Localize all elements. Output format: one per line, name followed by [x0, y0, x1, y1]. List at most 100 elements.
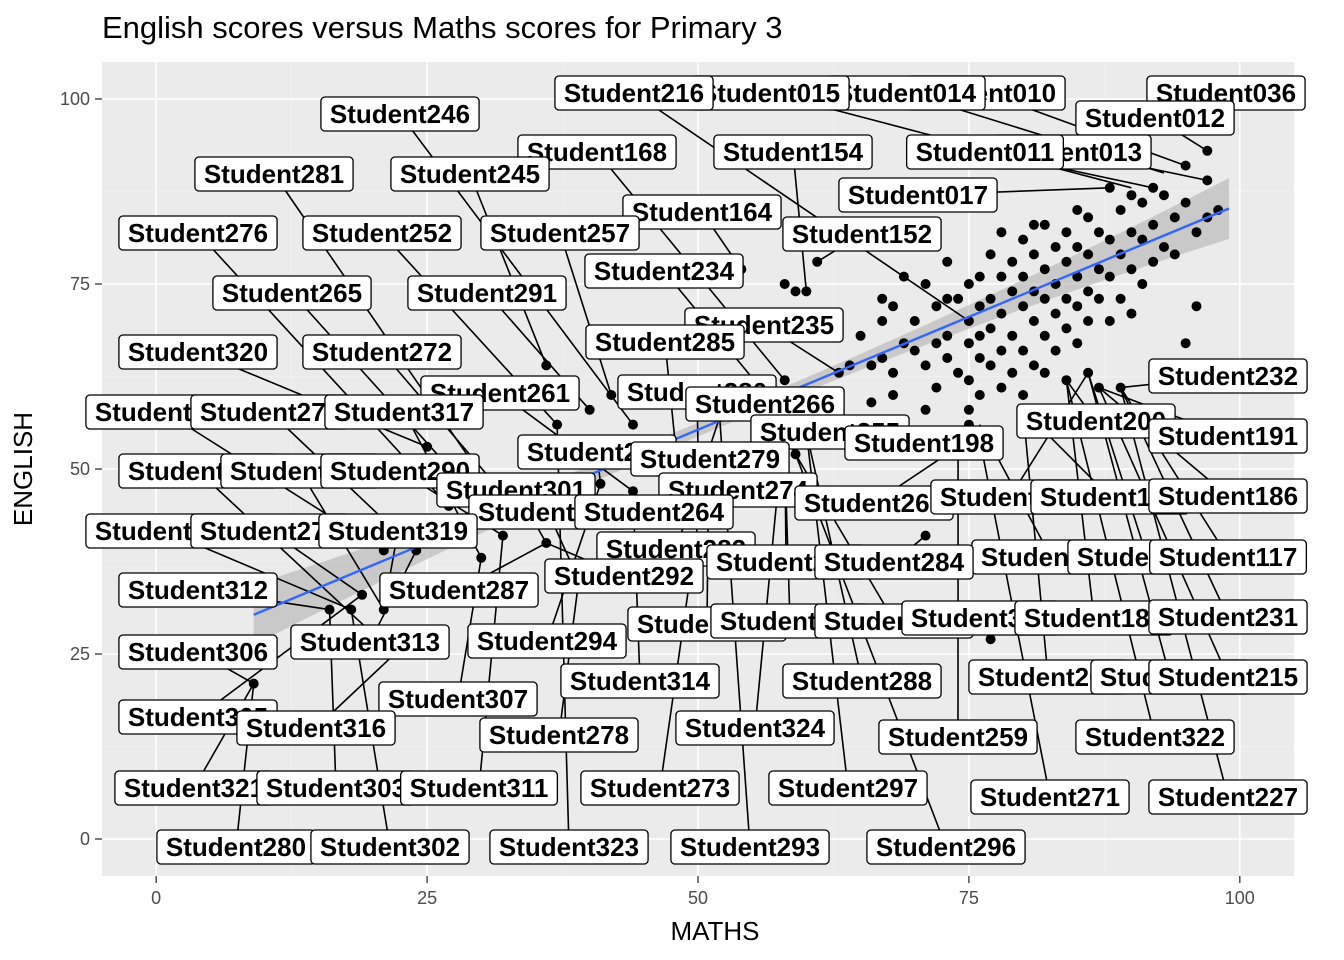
point-label-box: [118, 215, 278, 251]
point-label: Student273: [580, 770, 740, 806]
point-label-text: Student292: [554, 561, 694, 591]
label-leader-line: [197, 594, 363, 718]
point-label-text: Student313: [300, 627, 440, 657]
point-label-text: Student314: [570, 666, 711, 696]
data-point: [920, 279, 931, 289]
point-label-text: Student259: [888, 722, 1028, 752]
point-label: Student291: [407, 275, 567, 311]
point-label: Student287: [379, 572, 539, 608]
point-label: Student320: [118, 334, 278, 370]
point-label-box: [236, 710, 396, 746]
data-point: [1093, 382, 1104, 393]
point-label: Student324: [675, 710, 835, 746]
point-label-box: [622, 194, 782, 230]
point-label-text: Student227: [1158, 782, 1298, 812]
point-label-box: [1148, 539, 1308, 575]
data-point: [552, 419, 563, 430]
point-label-text: Student168: [527, 137, 667, 167]
data-point: [1126, 308, 1137, 319]
data-point: [1018, 345, 1029, 356]
data-point: [1083, 316, 1094, 326]
point-label-text: Student154: [723, 137, 864, 167]
y-tick-label: 50: [70, 459, 90, 479]
data-point: [888, 301, 899, 312]
data-point: [1191, 227, 1202, 238]
point-label: Student245: [390, 156, 550, 192]
point-label-box: [1148, 478, 1308, 514]
data-point: [1072, 271, 1083, 282]
point-label: Student284: [814, 544, 974, 580]
data-point: [422, 441, 433, 452]
point-label-box: [479, 717, 639, 753]
point-label: Student246: [320, 96, 480, 132]
point-label-text: Student186: [1158, 481, 1298, 511]
point-label-text: Student117: [1159, 542, 1298, 572]
point-label-text: Student323: [499, 832, 639, 862]
point-label-box: [970, 779, 1130, 815]
data-point: [985, 323, 996, 334]
point-label-text: Student011: [916, 137, 1055, 167]
point-label-text: Student294: [477, 626, 618, 656]
point-label: Student262: [794, 485, 954, 521]
x-tick-label: 0: [151, 888, 161, 908]
data-point: [779, 279, 790, 289]
data-point: [1115, 293, 1126, 304]
point-label: Student270: [190, 513, 350, 549]
point-label-box: [407, 275, 567, 311]
point-label-box: [467, 623, 627, 659]
data-point: [1018, 301, 1029, 312]
point-label-box: [844, 425, 1004, 461]
point-label: Student232: [1148, 358, 1308, 394]
data-point: [931, 301, 942, 312]
point-label-text: Student319: [328, 516, 468, 546]
data-point: [1018, 390, 1029, 400]
point-label-text: Student321: [124, 773, 264, 803]
point-label-box: [1148, 659, 1308, 695]
data-point: [1028, 219, 1039, 230]
point-label: Student321: [114, 770, 274, 806]
data-point: [996, 382, 1007, 393]
point-label-text: Student307: [388, 684, 528, 714]
point-label-text: Student215: [1158, 662, 1298, 692]
data-point: [1137, 197, 1148, 208]
point-label-text: Student281: [204, 159, 344, 189]
point-label: Student266: [685, 386, 845, 422]
point-label-text: Student273: [590, 773, 730, 803]
point-label-box: [118, 334, 278, 370]
point-label-text: Student272: [312, 337, 452, 367]
point-label-text: Student303: [266, 773, 406, 803]
point-label: Student280: [156, 829, 316, 865]
point-label-box: [290, 624, 450, 660]
point-label-box: [118, 572, 278, 608]
y-tick-label: 25: [70, 644, 90, 664]
point-label: Student296: [866, 829, 1026, 865]
data-point: [779, 375, 790, 386]
point-label: Student216: [554, 75, 714, 111]
data-point: [1007, 367, 1018, 378]
point-label: Student186: [1148, 478, 1308, 514]
point-label-box: [814, 544, 974, 580]
point-label: Student319: [318, 513, 478, 549]
data-point: [497, 530, 508, 541]
point-label-box: [675, 710, 835, 746]
data-point: [963, 338, 974, 349]
data-point: [1158, 190, 1169, 201]
point-label: Student278: [479, 717, 639, 753]
data-point: [1039, 367, 1050, 378]
data-point: [974, 330, 985, 341]
data-point: [1018, 271, 1029, 282]
point-label-text: Student246: [330, 99, 470, 129]
point-label-box: [560, 663, 720, 699]
data-point: [996, 308, 1007, 319]
data-point: [476, 552, 487, 563]
point-label-box: [480, 215, 640, 251]
point-label: Student312: [118, 572, 278, 608]
point-label-text: Student306: [128, 637, 268, 667]
data-point: [942, 256, 953, 267]
point-label-box: [554, 75, 714, 111]
point-label-box: [866, 829, 1026, 865]
data-point: [1137, 279, 1148, 289]
point-label: Student285: [585, 324, 745, 360]
data-point: [1126, 190, 1137, 201]
data-point: [1202, 145, 1213, 156]
